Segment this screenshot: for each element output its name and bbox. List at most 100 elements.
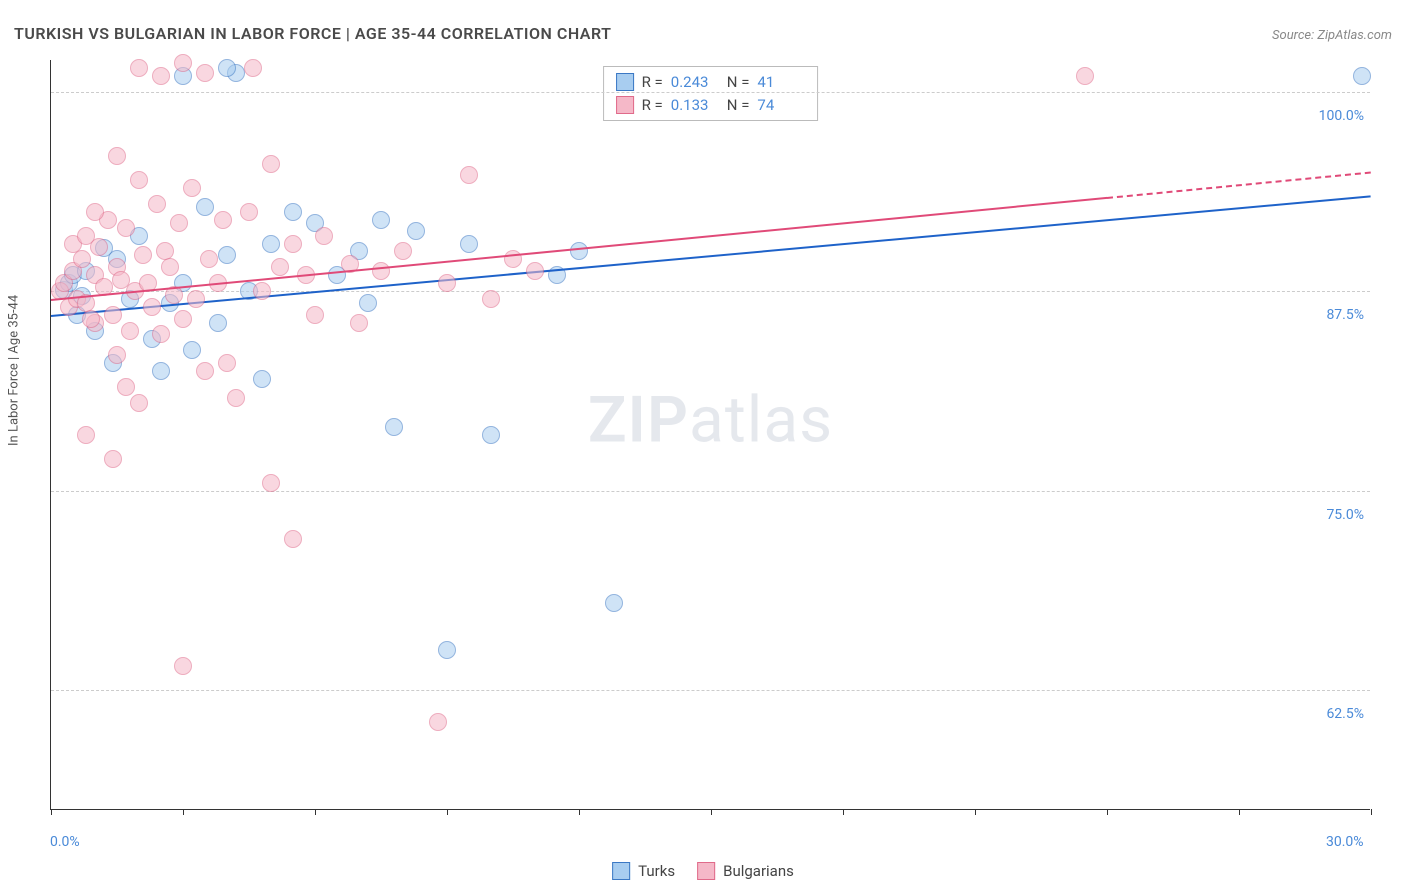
data-point [359,294,377,312]
legend-item: Turks [612,862,675,880]
data-point [253,282,271,300]
data-point [240,203,258,221]
data-point [134,246,152,264]
legend-swatch [616,73,634,91]
x-tick [51,809,52,815]
data-point [227,389,245,407]
data-point [284,235,302,253]
data-point [130,171,148,189]
x-tick [1107,809,1108,815]
data-point [152,67,170,85]
data-point [526,262,544,280]
y-tick-label: 75.0% [1326,507,1364,523]
stat-n-label: N = [727,71,750,94]
legend-swatch [612,862,630,880]
data-point [108,346,126,364]
x-tick [315,809,316,815]
x-tick [447,809,448,815]
x-tick-label: 30.0% [1326,834,1364,850]
stat-n-value: 41 [757,71,805,94]
legend-label: Bulgarians [723,862,794,880]
stat-n-value: 74 [757,94,805,117]
data-point [570,242,588,260]
data-point [482,290,500,308]
data-point [460,166,478,184]
x-tick [579,809,580,815]
gridline-h [51,491,1370,492]
data-point [350,314,368,332]
data-point [183,179,201,197]
data-point [214,211,232,229]
data-point [271,258,289,276]
data-point [174,310,192,328]
data-point [117,378,135,396]
data-point [218,246,236,264]
bottom-legend: Turks Bulgarians [612,862,794,880]
stat-row: R = 0.133 N = 74 [616,94,806,117]
watermark: ZIPatlas [588,382,833,457]
data-point [196,362,214,380]
data-point [482,426,500,444]
x-tick [1371,809,1372,815]
x-tick [711,809,712,815]
data-point [1076,67,1094,85]
chart-title: TURKISH VS BULGARIAN IN LABOR FORCE | AG… [14,24,611,43]
data-point [429,713,447,731]
data-point [218,354,236,372]
data-point [1353,67,1371,85]
data-point [82,310,100,328]
data-point [438,641,456,659]
data-point [86,203,104,221]
data-point [143,298,161,316]
data-point [183,341,201,359]
data-point [148,195,166,213]
data-point [170,214,188,232]
data-point [152,325,170,343]
data-point [460,235,478,253]
data-point [161,258,179,276]
x-tick-label: 0.0% [50,834,80,850]
data-point [605,594,623,612]
stat-r-value: 0.243 [671,71,719,94]
source-label: Source: ZipAtlas.com [1272,28,1392,43]
legend-label: Turks [638,862,675,880]
data-point [77,426,95,444]
stat-n-label: N = [727,94,750,117]
data-point [372,211,390,229]
data-point [253,370,271,388]
stat-legend-box: R = 0.243 N = 41 R = 0.133 N = 74 [603,66,819,121]
data-point [262,474,280,492]
legend-swatch [697,862,715,880]
data-point [407,222,425,240]
data-point [244,59,262,77]
data-point [174,54,192,72]
data-point [262,155,280,173]
y-tick-label: 62.5% [1326,706,1364,722]
plot-area: ZIPatlas R = 0.243 N = 41 R = 0.133 N = 74 62.5… [50,60,1370,810]
data-point [438,274,456,292]
x-tick [183,809,184,815]
x-tick [843,809,844,815]
data-point [117,219,135,237]
data-point [152,362,170,380]
stat-r-label: R = [642,94,663,117]
data-point [108,147,126,165]
data-point [315,227,333,245]
data-point [73,250,91,268]
y-tick-label: 87.5% [1326,307,1364,323]
data-point [394,242,412,260]
y-tick-label: 100.0% [1319,108,1364,124]
data-point [104,306,122,324]
stat-r-value: 0.133 [671,94,719,117]
data-point [306,306,324,324]
data-point [130,59,148,77]
data-point [372,262,390,280]
data-point [187,290,205,308]
data-point [130,394,148,412]
trend-line [1107,172,1371,200]
stat-r-label: R = [642,71,663,94]
legend-swatch [616,96,634,114]
data-point [262,235,280,253]
x-tick [975,809,976,815]
data-point [284,203,302,221]
